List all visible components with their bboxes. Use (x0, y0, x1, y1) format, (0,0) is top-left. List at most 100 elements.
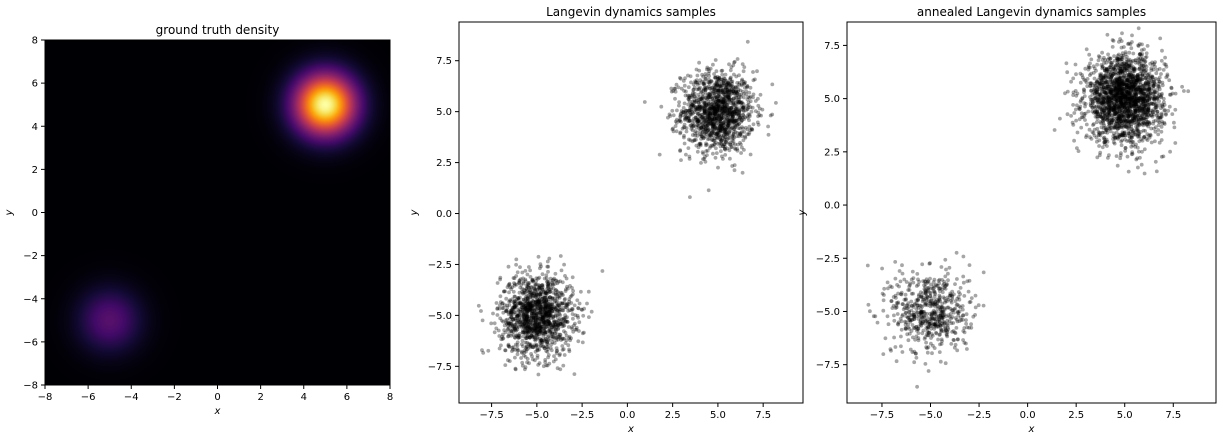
scatter-point (905, 303, 910, 307)
scatter-point (1098, 105, 1102, 110)
scatter-point (535, 332, 539, 337)
scatter-point (689, 102, 694, 107)
scatter-point (1077, 117, 1082, 122)
scatter-point (1089, 137, 1094, 141)
scatter-point (507, 344, 511, 349)
scatter-point (701, 82, 706, 86)
y-tick-label: −2 (23, 251, 38, 262)
scatter-point (1112, 116, 1116, 121)
scatter-point (1120, 31, 1124, 36)
scatter-point (740, 145, 744, 150)
scatter-points (476, 39, 778, 377)
scatter-point (507, 359, 512, 363)
scatter-point (1100, 111, 1105, 116)
scatter-point (729, 105, 734, 110)
scatter-point (523, 355, 528, 359)
scatter-point (481, 351, 486, 355)
scatter-point (507, 321, 512, 326)
scatter-point (694, 80, 699, 85)
scatter-point (1064, 61, 1069, 66)
scatter-point (730, 134, 735, 139)
scatter-point (706, 133, 711, 138)
scatter-point (687, 109, 691, 113)
scatter-point (730, 105, 734, 110)
scatter-point (567, 299, 572, 304)
scatter-point (726, 92, 731, 97)
scatter-point (699, 133, 703, 137)
scatter-point (737, 131, 742, 136)
scatter-point (734, 107, 738, 111)
scatter-point (528, 321, 533, 326)
scatter-point (547, 310, 552, 315)
scatter-point (701, 116, 705, 121)
scatter-point (741, 115, 745, 120)
scatter-point (479, 309, 483, 313)
scatter-point (698, 129, 703, 134)
scatter-point (734, 112, 739, 116)
scatter-point (706, 109, 711, 113)
scatter-point (510, 309, 515, 314)
scatter-point (712, 138, 717, 143)
scatter-point (679, 111, 684, 116)
scatter-point (700, 130, 705, 134)
scatter-point (1113, 65, 1118, 69)
scatter-point (506, 334, 510, 339)
scatter-point (705, 85, 709, 90)
scatter-point (1144, 120, 1149, 124)
scatter-point (920, 262, 925, 267)
scatter-point (720, 126, 725, 131)
scatter-point (897, 269, 902, 273)
scatter-point (715, 107, 720, 112)
scatter-point (693, 129, 698, 133)
scatter-point (715, 95, 719, 100)
scatter-point (499, 343, 503, 348)
scatter-point (690, 99, 695, 104)
scatter-point (720, 90, 724, 95)
scatter-point (689, 111, 693, 116)
scatter-point (722, 108, 727, 113)
scatter-point (679, 86, 684, 91)
scatter-point (516, 335, 521, 340)
scatter-point (710, 123, 715, 128)
scatter-point (695, 118, 700, 122)
scatter-point (581, 313, 586, 318)
scatter-point (1121, 78, 1125, 83)
scatter-point (721, 115, 726, 119)
scatter-point (701, 124, 706, 129)
scatter-point (1102, 135, 1107, 140)
scatter-point (728, 88, 733, 92)
scatter-point (726, 96, 731, 100)
scatter-point (507, 290, 511, 295)
scatter-point (524, 307, 528, 312)
scatter-point (721, 81, 726, 86)
scatter-point (732, 72, 736, 77)
scatter-point (719, 116, 724, 121)
scatter-point (683, 116, 687, 121)
scatter-point (729, 113, 734, 117)
scatter-point (755, 120, 760, 125)
scatter-point (524, 346, 528, 350)
scatter-point (515, 270, 520, 275)
scatter-point (740, 130, 744, 134)
scatter-point (519, 319, 523, 324)
scatter-point (728, 126, 733, 131)
scatter-point (1133, 144, 1137, 149)
scatter-point (692, 100, 697, 105)
scatter-point (729, 75, 733, 80)
scatter-point (556, 323, 561, 328)
scatter-point (1109, 75, 1114, 79)
scatter-point (711, 122, 715, 127)
scatter-point (709, 103, 714, 107)
scatter-point (513, 342, 518, 347)
scatter-point (687, 108, 692, 113)
scatter-point (519, 300, 523, 305)
scatter-point (510, 306, 515, 311)
y-axis-label: y (409, 208, 420, 216)
scatter-point (739, 95, 743, 99)
scatter-point (546, 320, 551, 324)
scatter-point (721, 88, 726, 92)
scatter-point (723, 119, 728, 123)
scatter-point (696, 124, 701, 128)
scatter-point (709, 118, 713, 123)
scatter-point (693, 115, 698, 120)
